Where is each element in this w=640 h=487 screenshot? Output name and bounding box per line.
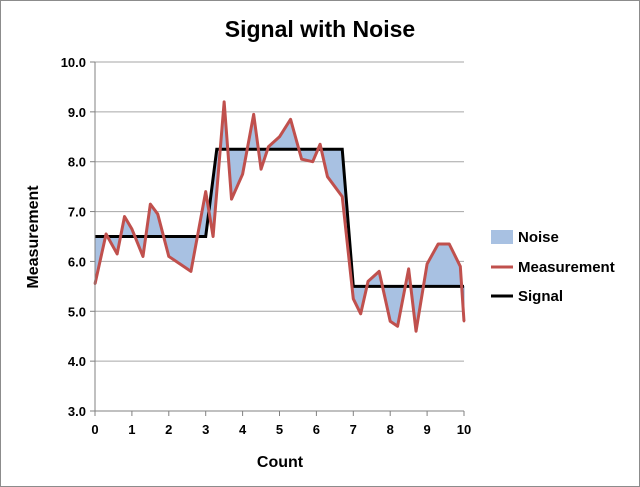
measurement-point [366,280,370,283]
measurement-point [204,190,207,193]
measurement-point [289,118,292,121]
x-tick-label: 4 [239,422,247,437]
measurement-point [326,175,329,178]
measurement-point [104,232,108,236]
measurement-point [252,113,255,116]
tick-labels: 3.0 4.0 5.0 6.0 7.0 8.0 9.0 10.0 0 1 2 3 4 5 6 7 8 9 10 [61,55,472,437]
measurement-point [462,320,466,323]
measurement-point [211,235,215,238]
measurement-point [414,330,418,333]
measurement-point [318,143,322,146]
measurement-point [407,267,410,271]
measurement-point [352,297,355,301]
measurement-series [93,100,466,333]
legend: Noise Measurement Signal [491,229,615,305]
measurement-point [230,197,233,201]
measurement-point [448,242,451,246]
measurement-point [259,167,263,171]
y-tick-label: 5.0 [68,304,86,319]
measurement-point [156,212,159,216]
measurement-point [300,158,303,161]
signal-line [95,147,464,288]
measurement-point [222,100,226,104]
y-tick-label: 7.0 [68,205,86,220]
x-axis-title: Count [257,454,304,471]
measurement-point [341,195,344,198]
x-tick-label: 2 [165,422,172,437]
x-tick-label: 8 [387,422,394,437]
axes [90,61,465,416]
measurement-point [149,202,152,206]
y-tick-label: 3.0 [68,404,86,419]
x-tick-label: 5 [276,422,283,437]
legend-label-measurement: Measurement [518,259,615,276]
x-tick-label: 1 [128,422,135,437]
measurement-point [459,265,462,268]
measurement-point [267,145,270,148]
measurement-point [167,255,170,258]
y-axis-title: Measurement [25,185,42,289]
measurement-point [425,262,429,266]
measurement-point [389,320,392,323]
y-tick-label: 6.0 [68,254,86,269]
measurement-point [241,172,244,176]
measurement-point [359,312,362,315]
y-tick-label: 4.0 [68,354,86,369]
measurement-point [377,270,381,273]
legend-label-noise: Noise [518,229,559,246]
measurement-point [178,262,182,266]
x-tick-label: 0 [91,422,98,437]
y-tick-label: 8.0 [68,155,86,170]
chart-title: Signal with Noise [225,16,415,42]
signal-series [95,147,464,288]
measurement-point [130,227,134,231]
measurement-point [436,242,440,246]
x-tick-label: 7 [350,422,357,437]
x-tick-label: 3 [202,422,209,437]
x-tick-label: 6 [313,422,320,437]
y-tick-label: 10.0 [61,55,86,70]
legend-label-signal: Signal [518,288,563,305]
x-tick-label: 9 [423,422,430,437]
measurement-point [189,270,193,273]
measurement-point [396,325,399,328]
measurement-point [278,135,281,138]
measurement-point [115,252,119,256]
y-tick-label: 9.0 [68,105,86,120]
measurement-point [141,255,145,258]
measurement-point [123,215,126,218]
x-tick-label: 10 [457,422,471,437]
measurement-point [311,160,314,163]
legend-swatch-noise [491,230,513,244]
